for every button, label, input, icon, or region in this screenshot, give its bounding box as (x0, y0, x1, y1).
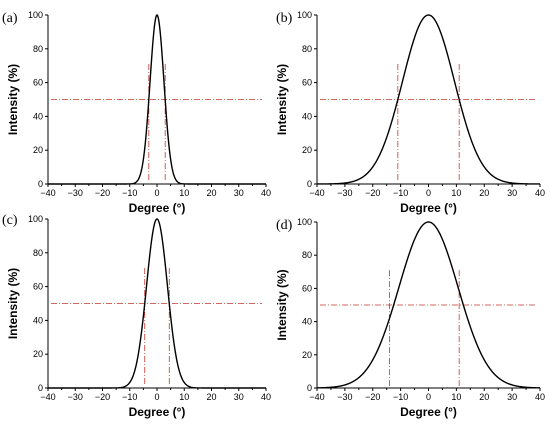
x-axis-label: Degree (°) (400, 405, 457, 419)
x-tick-label: 20 (206, 392, 216, 402)
plot-area (48, 219, 266, 388)
x-tick-label: 0 (426, 392, 431, 402)
x-tick-label: −10 (122, 392, 137, 402)
y-tick-label: 80 (33, 248, 43, 258)
x-tick-label: 0 (154, 392, 159, 402)
intensity-curve (317, 14, 540, 185)
x-tick-label: −30 (337, 392, 352, 402)
plot-area (48, 15, 266, 184)
chart-panel-1: −40 −30 −20 −10 0 10 20 30 40 0 20 40 60 80 100 Degree … (2, 10, 271, 215)
x-tick-label: −10 (393, 392, 408, 402)
x-tick-label: 30 (507, 188, 517, 198)
y-tick-label: 0 (38, 179, 43, 189)
x-tick-label: 0 (154, 188, 159, 198)
panel-label: (a) (2, 11, 18, 26)
y-tick-label: 20 (302, 145, 312, 155)
x-tick-label: −30 (337, 188, 352, 198)
panel-label: (b) (276, 11, 293, 26)
y-tick-label: 100 (28, 214, 43, 224)
x-tick-label: 40 (535, 188, 545, 198)
x-tick-label: −30 (68, 188, 83, 198)
x-tick-label: −20 (95, 392, 110, 402)
x-tick-label: 40 (535, 392, 545, 402)
x-axis-label: Degree (°) (129, 405, 186, 419)
y-tick-label: 80 (302, 44, 312, 54)
x-tick-label: 30 (507, 392, 517, 402)
x-tick-label: 10 (179, 188, 189, 198)
x-tick-label: 0 (426, 188, 431, 198)
y-axis-label: Intensity (%) (6, 268, 20, 339)
y-tick-label: 40 (33, 111, 43, 121)
x-tick-label: 20 (479, 188, 489, 198)
y-tick-label: 80 (302, 250, 312, 260)
x-tick-label: −20 (365, 392, 380, 402)
x-axis-label: Degree (°) (400, 201, 457, 215)
x-tick-label: −10 (122, 188, 137, 198)
y-tick-label: 60 (33, 282, 43, 292)
x-tick-label: −40 (309, 392, 324, 402)
x-tick-label: −20 (95, 188, 110, 198)
x-tick-label: 30 (234, 188, 244, 198)
panel-label: (c) (2, 213, 18, 228)
x-tick-label: 40 (261, 188, 271, 198)
x-tick-label: −20 (365, 188, 380, 198)
y-tick-label: 0 (38, 383, 43, 393)
y-tick-label: 100 (297, 217, 312, 227)
chart-panel-2: −40 −30 −20 −10 0 10 20 30 40 0 20 40 60 80 100 Degree … (275, 10, 545, 215)
y-tick-label: 60 (33, 78, 43, 88)
x-tick-label: 30 (234, 392, 244, 402)
y-tick-label: 40 (302, 317, 312, 327)
intensity-curve (48, 218, 266, 389)
x-tick-label: 10 (451, 188, 461, 198)
x-tick-label: 10 (451, 392, 461, 402)
y-tick-label: 100 (28, 10, 43, 20)
y-tick-label: 80 (33, 44, 43, 54)
chart-panel-4: −40 −30 −20 −10 0 10 20 30 40 0 20 40 60 80 100 Degree … (275, 217, 545, 419)
y-tick-label: 0 (307, 179, 312, 189)
y-axis-label: Intensity (%) (275, 269, 289, 340)
y-axis-label: Intensity (%) (6, 64, 20, 135)
y-tick-label: 20 (33, 145, 43, 155)
x-tick-label: −10 (393, 188, 408, 198)
y-tick-label: 40 (302, 111, 312, 121)
y-tick-label: 40 (33, 315, 43, 325)
intensity-curve (48, 14, 266, 185)
x-tick-label: 20 (206, 188, 216, 198)
x-tick-label: −40 (40, 188, 55, 198)
x-tick-label: 10 (179, 392, 189, 402)
y-axis-label: Intensity (%) (275, 64, 289, 135)
intensity-curve (316, 221, 541, 389)
x-tick-label: −30 (68, 392, 83, 402)
x-tick-label: −40 (40, 392, 55, 402)
y-tick-label: 60 (302, 283, 312, 293)
chart-panel-3: −40 −30 −20 −10 0 10 20 30 40 0 20 40 60 80 100 Degree … (2, 213, 271, 419)
x-axis-label: Degree (°) (129, 201, 186, 215)
y-tick-label: 100 (297, 10, 312, 20)
y-tick-label: 20 (302, 350, 312, 360)
x-tick-label: 20 (479, 392, 489, 402)
y-tick-label: 20 (33, 349, 43, 359)
panel-label: (d) (276, 218, 293, 233)
y-tick-label: 60 (302, 78, 312, 88)
x-tick-label: 40 (261, 392, 271, 402)
y-tick-label: 0 (307, 383, 312, 393)
x-tick-label: −40 (309, 188, 324, 198)
